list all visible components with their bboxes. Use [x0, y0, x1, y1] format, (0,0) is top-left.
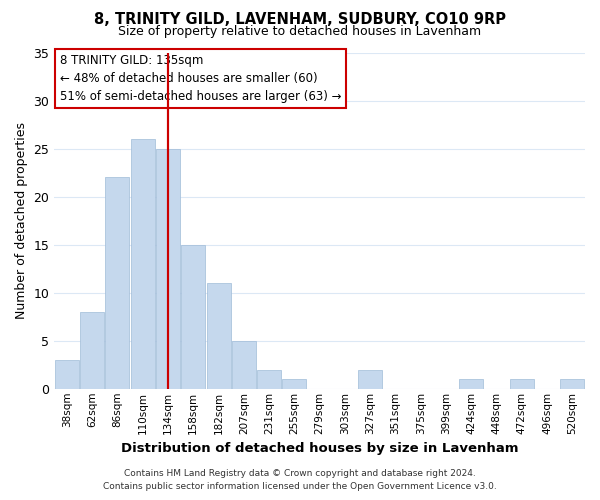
Bar	[106, 178, 130, 389]
Y-axis label: Number of detached properties: Number of detached properties	[15, 122, 28, 319]
Bar	[358, 370, 382, 389]
Bar	[283, 379, 307, 389]
Text: Contains HM Land Registry data © Crown copyright and database right 2024.
Contai: Contains HM Land Registry data © Crown c…	[103, 470, 497, 491]
Text: 8, TRINITY GILD, LAVENHAM, SUDBURY, CO10 9RP: 8, TRINITY GILD, LAVENHAM, SUDBURY, CO10…	[94, 12, 506, 28]
Text: Size of property relative to detached houses in Lavenham: Size of property relative to detached ho…	[118, 25, 482, 38]
Bar	[232, 340, 256, 389]
Bar	[131, 139, 155, 389]
Bar	[206, 283, 230, 389]
Text: 8 TRINITY GILD: 135sqm
← 48% of detached houses are smaller (60)
51% of semi-det: 8 TRINITY GILD: 135sqm ← 48% of detached…	[59, 54, 341, 103]
Bar	[257, 370, 281, 389]
Bar	[55, 360, 79, 389]
Bar	[510, 379, 534, 389]
Bar	[181, 244, 205, 389]
Bar	[80, 312, 104, 389]
X-axis label: Distribution of detached houses by size in Lavenham: Distribution of detached houses by size …	[121, 442, 518, 455]
Bar	[560, 379, 584, 389]
Bar	[156, 148, 180, 389]
Bar	[459, 379, 483, 389]
